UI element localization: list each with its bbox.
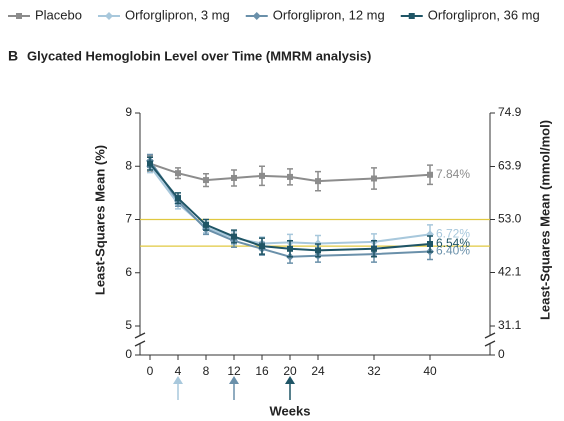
data-point — [287, 173, 293, 180]
data-point — [175, 195, 181, 202]
data-point — [371, 175, 377, 182]
x-tick-label: 12 — [227, 364, 241, 378]
data-point — [259, 172, 265, 179]
legend-label: Orforglipron, 3 mg — [125, 7, 230, 22]
data-label: 6.40% — [436, 244, 470, 258]
y-tick-label: 9 — [125, 105, 132, 119]
data-point — [427, 171, 433, 178]
chart-title: Glycated Hemoglobin Level over Time (MMR… — [27, 48, 371, 63]
y2-tick-label: 0 — [498, 347, 505, 361]
axis-break — [134, 332, 146, 347]
y-tick-label: 8 — [125, 158, 132, 172]
legend-marker — [252, 12, 261, 20]
y2-tick-label: 31.1 — [498, 318, 522, 332]
data-point — [147, 160, 153, 167]
y2-tick-label: 63.9 — [498, 159, 522, 173]
y2-tick-label: 74.9 — [498, 105, 522, 119]
data-point — [315, 247, 321, 254]
panel-label: B — [8, 48, 18, 64]
legend-label: Orforglipron, 36 mg — [428, 7, 540, 22]
x-tick-label: 40 — [423, 364, 437, 378]
legend-label: Orforglipron, 12 mg — [273, 7, 385, 22]
axis-break — [484, 332, 496, 347]
y-tick-label: 0 — [125, 347, 132, 361]
y-axis-label: Least-Squares Mean (%) — [92, 145, 107, 295]
data-point — [371, 245, 377, 252]
data-point — [203, 221, 209, 228]
y-tick-label: 7 — [125, 212, 132, 226]
y2-tick-label: 42.1 — [498, 265, 522, 279]
y-tick-label: 5 — [125, 318, 132, 332]
data-point — [287, 245, 293, 252]
x-tick-label: 0 — [147, 364, 154, 378]
data-point — [259, 243, 265, 250]
legend-label: Placebo — [35, 7, 82, 22]
legend-marker — [16, 13, 22, 19]
x-tick-label: 4 — [175, 364, 182, 378]
legend-marker — [408, 13, 415, 19]
data-label: 6.54% — [436, 236, 470, 250]
x-tick-label: 16 — [255, 364, 269, 378]
data-label: 7.84% — [436, 167, 470, 181]
x-tick-label: 20 — [283, 364, 297, 378]
x-axis-label: Weeks — [270, 403, 311, 418]
data-point — [203, 177, 209, 184]
y2-axis-label: Least-Squares Mean (mmol/mol) — [537, 120, 552, 320]
x-tick-label: 32 — [367, 364, 381, 378]
legend-marker — [104, 12, 113, 20]
data-point — [231, 174, 237, 181]
x-tick-label: 24 — [311, 364, 325, 378]
data-point — [175, 170, 181, 177]
escalation-arrows — [173, 376, 295, 400]
data-point — [427, 240, 433, 247]
y-tick-label: 6 — [125, 265, 132, 279]
data-label: 6.72% — [436, 227, 470, 241]
x-tick-label: 8 — [203, 364, 210, 378]
y2-tick-label: 53.0 — [498, 212, 522, 226]
data-point — [231, 233, 237, 240]
data-point — [315, 178, 321, 185]
